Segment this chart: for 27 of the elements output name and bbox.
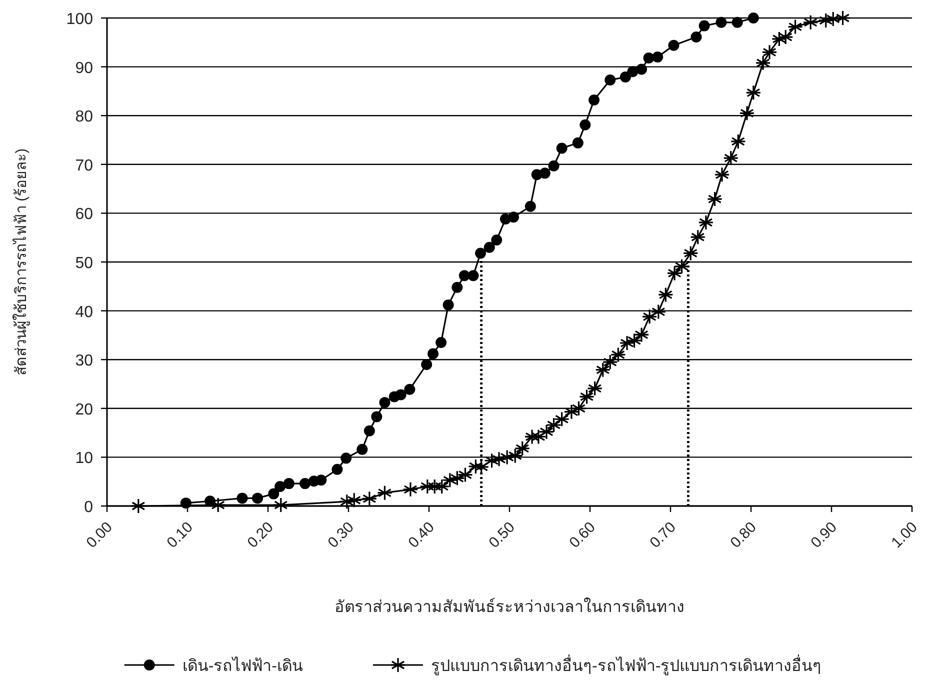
x-tick-label: 1.00 bbox=[888, 518, 921, 552]
x-tick-label: 0.20 bbox=[244, 518, 277, 552]
x-tick-label: 0.40 bbox=[405, 518, 438, 552]
y-tick-label: 10 bbox=[75, 450, 94, 468]
y-tick-label: 40 bbox=[75, 304, 94, 321]
y-tick-label: 60 bbox=[75, 206, 94, 224]
x-tick-label: 0.10 bbox=[164, 518, 196, 552]
y-tick-label: 100 bbox=[66, 11, 94, 28]
x-tick-label: 0.70 bbox=[646, 518, 680, 552]
y-tick-label: 70 bbox=[75, 157, 94, 174]
y-tick-label: 20 bbox=[75, 401, 94, 418]
x-tick-label: 0.90 bbox=[808, 518, 840, 552]
x-tick-label: 0.50 bbox=[486, 518, 518, 552]
x-tick-label: 0.00 bbox=[83, 518, 116, 552]
x-tick-label: 0.60 bbox=[566, 518, 599, 552]
y-tick-label: 30 bbox=[75, 352, 94, 370]
y-tick-label: 90 bbox=[75, 60, 94, 77]
y-tick-label: 80 bbox=[75, 108, 94, 126]
plot: 0 10 20 30 40 50 60 70 80 90 100 0.00 0.10 0.20 0.30 0.40 0.50 0.60 0.70 0.80 0.90 1.00 bbox=[66, 10, 921, 552]
legend-label: เดิน-รถไฟฟ้า-เดิน bbox=[182, 656, 303, 675]
legend-label: รูปแบบการเดินทางอื่นๆ-รถไฟฟ้า-รูปแบบการเดินทางอื่นๆ bbox=[431, 654, 822, 676]
x-tick-label: 0.30 bbox=[324, 518, 358, 552]
y-tick-label: 0 bbox=[84, 499, 94, 516]
x-axis-title: อัตราส่วนความสัมพันธ์ระหว่างเวลาในการเดินทาง bbox=[334, 597, 684, 616]
x-tick-label: 0.80 bbox=[727, 518, 760, 552]
y-tick-label: 50 bbox=[75, 255, 94, 272]
y-axis-title: สัดส่วนผู้ใช้บริการรถไฟฟ้า (ร้อยละ) bbox=[12, 148, 30, 376]
